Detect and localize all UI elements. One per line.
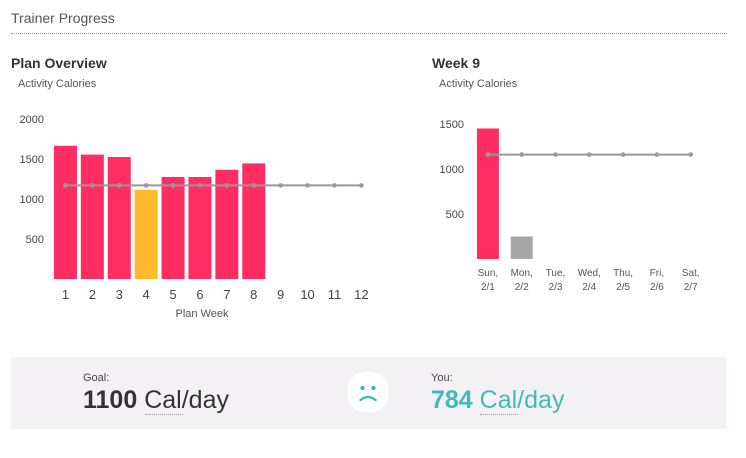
goal-number: 1100 [83,386,138,414]
x-tick-label: Tue, 2/3 [546,268,566,293]
bar[interactable] [188,177,212,279]
x-tick-label: 6 [196,287,203,302]
x-tick-label: 7 [223,287,230,302]
bar[interactable] [107,157,131,279]
goal-label: Goal: [83,372,110,384]
goal-point [116,183,122,188]
x-tick-label: 9 [277,287,284,302]
page-title: Trainer Progress [11,10,115,26]
x-tick-label: Wed, 2/4 [578,268,601,293]
bar[interactable] [476,128,499,260]
goal-point [170,183,176,188]
bar[interactable] [510,236,533,260]
goal-point [90,183,95,188]
you-number: 784 [431,386,473,414]
goal-point [485,152,491,157]
page-header: Trainer Progress [11,10,727,34]
x-tick-label: 3 [116,287,123,302]
x-tick-label: Mon, 2/2 [511,268,533,293]
sad-face-icon [347,371,389,413]
goal-point [620,152,626,157]
goal-point [305,183,310,188]
goal-point [654,152,660,157]
goal-point [587,152,592,157]
x-tick-label: 1 [62,287,69,302]
goal-point [251,183,257,188]
x-tick-label: 2 [89,287,96,302]
goal-unit-underline [145,414,183,415]
goal-point [197,183,203,188]
goal-point [553,152,558,157]
you-unit-underline [480,414,518,415]
x-tick-label: 11 [328,287,342,302]
x-tick-label: Sat, 2/7 [682,268,700,293]
x-tick-label: Fri, 2/6 [650,268,665,293]
goal-point [359,183,364,188]
bar[interactable] [161,177,185,279]
goal-point [143,183,149,188]
you-unit: Cal/day [479,386,565,414]
y-tick-label: 500 [446,209,464,221]
y-tick-label: 1000 [20,194,44,206]
week-subtitle: Activity Calories [439,78,518,90]
bar[interactable] [134,189,158,279]
bar[interactable] [53,145,77,279]
bar[interactable] [215,169,239,279]
x-tick-label: 5 [169,287,176,302]
goal-point [519,152,524,157]
you-label: You: [431,372,453,384]
goal-point [688,152,693,157]
plan-overview-subtitle: Activity Calories [18,78,97,90]
y-tick-label: 2000 [20,114,44,126]
you-value: 784 Cal/day [431,385,564,415]
bar[interactable] [242,163,266,279]
x-tick-label: 10 [300,287,314,302]
plan-overview-title: Plan Overview [11,55,107,71]
y-tick-label: 500 [26,234,44,246]
goal-point [332,183,337,188]
goal-unit: Cal/day [144,386,229,414]
week-title: Week 9 [432,55,480,71]
x-axis-label: Plan Week [176,308,229,320]
x-tick-label: 12 [354,287,368,302]
y-tick-label: 1500 [20,154,44,166]
y-tick-label: 1000 [440,164,464,176]
goal-point [224,183,230,188]
goal-point [278,183,283,188]
x-tick-label: 4 [143,287,150,302]
week-chart: 500 1000 1500 Sun, 2/1 Mon, 2/2 Tue, 2/3 Wed, 2/4 T… [440,119,700,293]
x-tick-label: Thu, 2/5 [613,268,633,293]
goal-point [63,183,68,188]
x-tick-label: Sun, 2/1 [478,268,499,293]
x-tick-label: 8 [250,287,257,302]
y-tick-label: 1500 [440,119,464,131]
goal-value: 1100 Cal/day [83,385,229,415]
